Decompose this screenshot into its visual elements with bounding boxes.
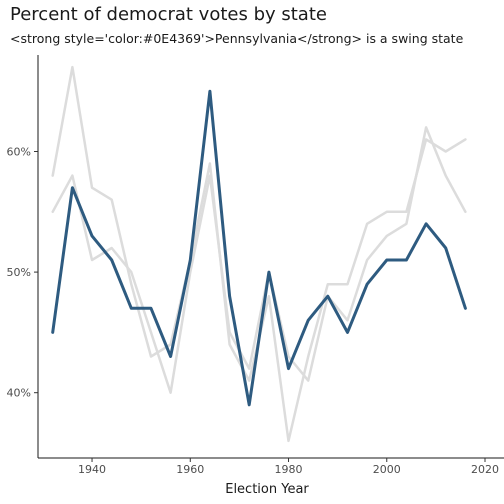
y-tick-label: 50%: [7, 266, 31, 279]
y-tick-label: 40%: [7, 387, 31, 400]
chart-title: Percent of democrat votes by state: [10, 4, 327, 25]
x-tick-label: 2020: [471, 463, 499, 476]
x-tick-label: 1980: [275, 463, 303, 476]
series-line-2: [51, 126, 467, 394]
y-tick-label: 60%: [7, 145, 31, 158]
chart-subtitle: <strong style='color:#0E4369'>Pennsylvan…: [10, 31, 464, 46]
x-tick-label: 1940: [78, 463, 106, 476]
series-line-highlighted: [51, 89, 467, 407]
y-axis-ticks: 40% 50% 60%: [7, 145, 38, 400]
series-layer: [51, 65, 467, 443]
x-axis-title: Election Year: [225, 482, 309, 497]
x-tick-label: 2000: [373, 463, 401, 476]
x-tick-label: 1960: [176, 463, 204, 476]
series-line-1: [51, 65, 467, 443]
x-axis-ticks: 1940 1960 1980 2000 2020: [78, 458, 499, 476]
